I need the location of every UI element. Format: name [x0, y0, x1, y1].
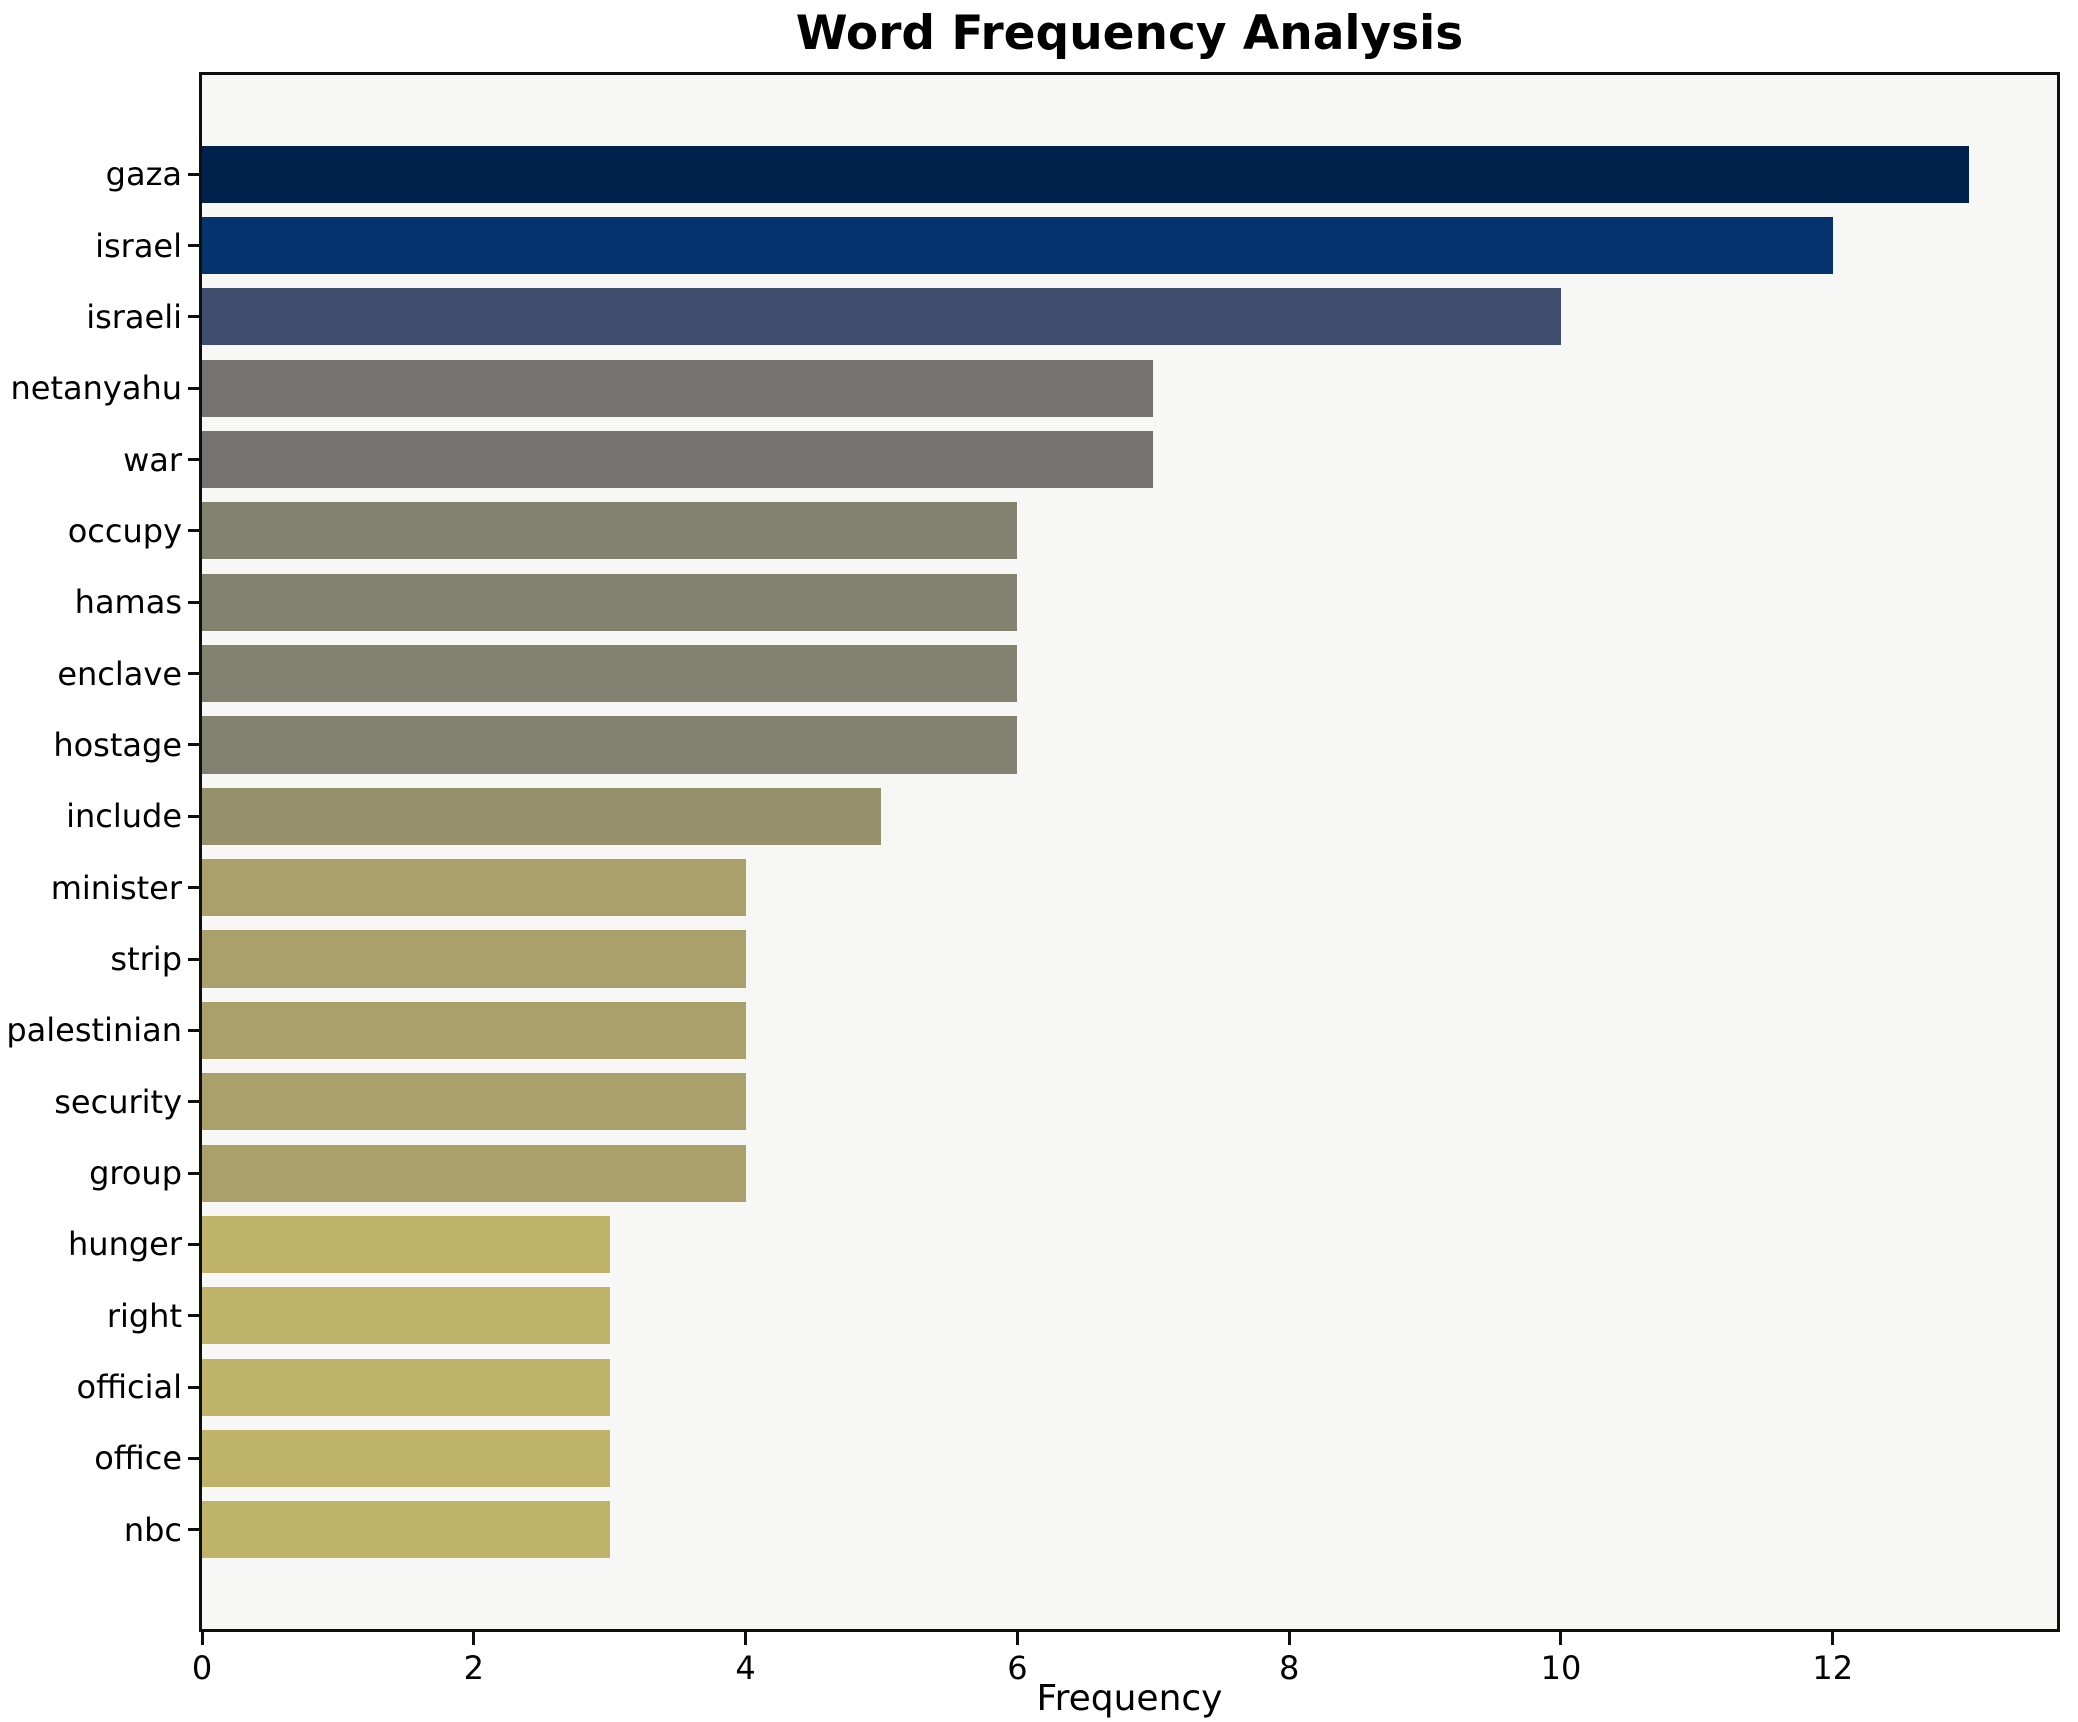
y-tick-label-office: office [94, 1439, 182, 1478]
y-tick-label-strip: strip [110, 940, 182, 979]
x-tick-label-4: 4 [735, 1649, 756, 1687]
y-tick-label-hostage: hostage [53, 725, 182, 764]
x-tick-mark [200, 1632, 204, 1645]
bar-israeli [202, 288, 1561, 346]
y-tick-label-occupy: occupy [67, 511, 182, 550]
y-tick-mark [188, 743, 199, 747]
y-tick-mark [188, 386, 199, 390]
y-tick-mark [188, 529, 199, 533]
y-tick-label-security: security [54, 1082, 182, 1121]
y-tick-mark [188, 458, 199, 462]
bar-palestinian [202, 1001, 746, 1059]
y-tick-mark [188, 1242, 199, 1246]
x-tick-label-12: 12 [1812, 1649, 1854, 1687]
bar-hamas [202, 573, 1018, 631]
x-tick-mark [1015, 1632, 1019, 1645]
y-tick-mark [188, 1528, 199, 1532]
y-tick-mark [188, 1456, 199, 1460]
bar-office [202, 1429, 610, 1487]
y-tick-mark [188, 814, 199, 818]
y-tick-label-include: include [66, 797, 182, 836]
x-tick-mark [1831, 1632, 1835, 1645]
y-tick-label-israel: israel [95, 226, 182, 265]
y-tick-label-enclave: enclave [57, 654, 182, 693]
y-tick-mark [188, 1028, 199, 1032]
y-tick-label-nbc: nbc [123, 1510, 182, 1549]
x-axis-label: Frequency [1036, 1678, 1223, 1719]
y-tick-mark [188, 315, 199, 319]
chart-title: Word Frequency Analysis [795, 6, 1464, 61]
bar-israel [202, 216, 1833, 275]
x-tick-label-10: 10 [1540, 1649, 1582, 1687]
bar-strip [202, 930, 746, 988]
y-tick-label-hamas: hamas [74, 583, 182, 622]
y-tick-label-right: right [106, 1296, 182, 1335]
bar-occupy [202, 502, 1018, 560]
y-tick-label-gaza: gaza [105, 155, 182, 194]
bar-security [202, 1073, 746, 1131]
bar-right [202, 1287, 610, 1345]
x-tick-mark [1559, 1632, 1563, 1645]
x-tick-label-0: 0 [191, 1649, 213, 1687]
y-tick-label-official: official [76, 1368, 183, 1407]
x-tick-mark [744, 1632, 748, 1645]
y-tick-mark [188, 886, 199, 890]
y-tick-label-war: war [123, 440, 182, 479]
y-tick-label-minister: minister [50, 868, 182, 907]
bar-enclave [202, 645, 1018, 703]
bar-hunger [202, 1215, 610, 1273]
bar-include [202, 787, 882, 845]
bar-netanyahu [202, 359, 1154, 417]
x-tick-label-2: 2 [463, 1649, 484, 1687]
x-tick-label-8: 8 [1278, 1649, 1300, 1687]
y-tick-mark [188, 1171, 199, 1175]
y-tick-label-netanyahu: netanyahu [10, 369, 182, 408]
bar-gaza [202, 145, 1969, 203]
y-tick-label-palestinian: palestinian [6, 1011, 182, 1050]
plot-area: gaza israel israeli netanyahu war occupy hamas… [6, 72, 2060, 1687]
y-tick-label-israeli: israeli [86, 297, 182, 336]
x-tick-label-6: 6 [1007, 1649, 1028, 1687]
x-tick-mark [472, 1632, 476, 1645]
bar-war [202, 431, 1154, 489]
bar-hostage [202, 716, 1018, 774]
y-tick-mark [188, 600, 199, 604]
bar-official [202, 1358, 610, 1416]
y-tick-mark [188, 244, 199, 248]
y-tick-mark [188, 172, 199, 176]
y-tick-label-group: group [89, 1154, 182, 1193]
y-tick-mark [188, 1100, 199, 1104]
y-tick-mark [188, 957, 199, 961]
bar-nbc [202, 1501, 610, 1559]
bar-minister [202, 859, 746, 917]
y-tick-mark [188, 1385, 199, 1389]
x-tick-mark [1287, 1632, 1291, 1645]
y-tick-label-hunger: hunger [68, 1225, 182, 1264]
bar-group [202, 1144, 746, 1202]
y-tick-mark [188, 1314, 199, 1318]
y-tick-mark [188, 672, 199, 676]
